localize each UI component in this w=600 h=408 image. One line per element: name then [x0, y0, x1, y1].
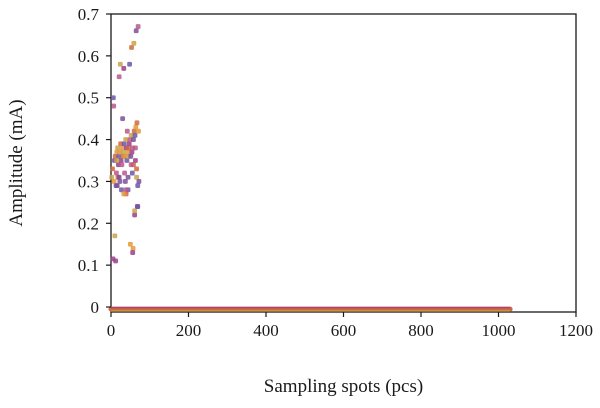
y-tick-label: 0.6: [78, 47, 99, 66]
data-point: [134, 174, 139, 180]
data-point: [132, 132, 138, 138]
data-point: [129, 45, 134, 50]
data-point: [114, 158, 120, 163]
data-point: [116, 174, 122, 180]
x-tick-label: 0: [107, 321, 116, 340]
data-point: [116, 74, 122, 80]
data-point: [128, 132, 134, 138]
data-point: [135, 24, 141, 29]
data-point: [128, 153, 134, 159]
data-point: [119, 162, 125, 168]
data-point: [123, 187, 129, 193]
x-axis-label: Sampling spots (pcs): [264, 376, 423, 397]
data-point: [111, 103, 117, 109]
data-point: [135, 204, 141, 209]
data-point: [126, 145, 132, 151]
data-point: [134, 166, 139, 172]
data-point: [120, 116, 126, 122]
data-point: [130, 250, 136, 255]
data-point: [129, 170, 135, 176]
y-tick-label: 0.5: [78, 89, 99, 108]
data-point: [121, 66, 127, 71]
data-point: [113, 258, 119, 264]
data-point: [127, 241, 133, 247]
y-tick-label: 0.2: [78, 214, 99, 233]
x-tick-label: 600: [331, 321, 357, 340]
y-axis-label: Amplitude (mA): [6, 99, 27, 226]
data-point: [120, 149, 126, 155]
data-point: [131, 40, 137, 46]
data-point: [122, 170, 127, 176]
data-point: [133, 124, 139, 130]
data-point: [136, 179, 142, 184]
y-tick-label: 0.4: [78, 131, 100, 150]
data-point: [117, 61, 123, 67]
plot-frame: [110, 13, 577, 313]
data-point: [123, 137, 129, 142]
y-tick-label: 0.1: [78, 256, 99, 275]
data-point: [126, 141, 132, 147]
data-point: [122, 179, 128, 184]
data-point: [110, 95, 116, 101]
y-tick-label: 0.7: [78, 5, 100, 24]
data-point: [115, 145, 120, 151]
data-point: [135, 183, 141, 189]
data-point: [125, 174, 131, 180]
data-point: [133, 145, 138, 151]
x-tick-label: 200: [176, 321, 202, 340]
x-tick-label: 1200: [559, 321, 593, 340]
data-point: [114, 183, 120, 189]
x-tick-label: 800: [408, 321, 434, 340]
data-point: [124, 128, 130, 134]
data-point: [130, 246, 136, 251]
data-point: [111, 179, 117, 184]
data-point: [118, 158, 124, 163]
data-point: [132, 212, 138, 218]
data-point: [121, 191, 127, 197]
data-point: [133, 28, 139, 34]
data-point: [128, 162, 134, 168]
data-point: [125, 149, 131, 155]
data-point: [116, 153, 122, 159]
data-point: [114, 170, 119, 176]
data-point: [119, 187, 124, 193]
data-point: [124, 158, 130, 163]
y-tick-label: 0: [91, 298, 100, 317]
data-point: [112, 233, 118, 239]
y-tick-label: 0.3: [78, 172, 99, 191]
data-point: [121, 141, 127, 147]
data-point: [109, 174, 115, 180]
data-point: [131, 137, 136, 142]
data-point: [132, 208, 138, 214]
x-tick-label: 400: [253, 321, 279, 340]
data-point: [110, 166, 115, 172]
data-point: [136, 128, 141, 134]
data-point: [129, 149, 135, 155]
x-tick-label: 1000: [482, 321, 516, 340]
data-point: [127, 61, 132, 67]
data-point: [117, 179, 123, 184]
data-point: [131, 128, 137, 134]
data-point: [133, 158, 138, 163]
data-point: [119, 145, 125, 151]
data-point: [134, 120, 140, 126]
